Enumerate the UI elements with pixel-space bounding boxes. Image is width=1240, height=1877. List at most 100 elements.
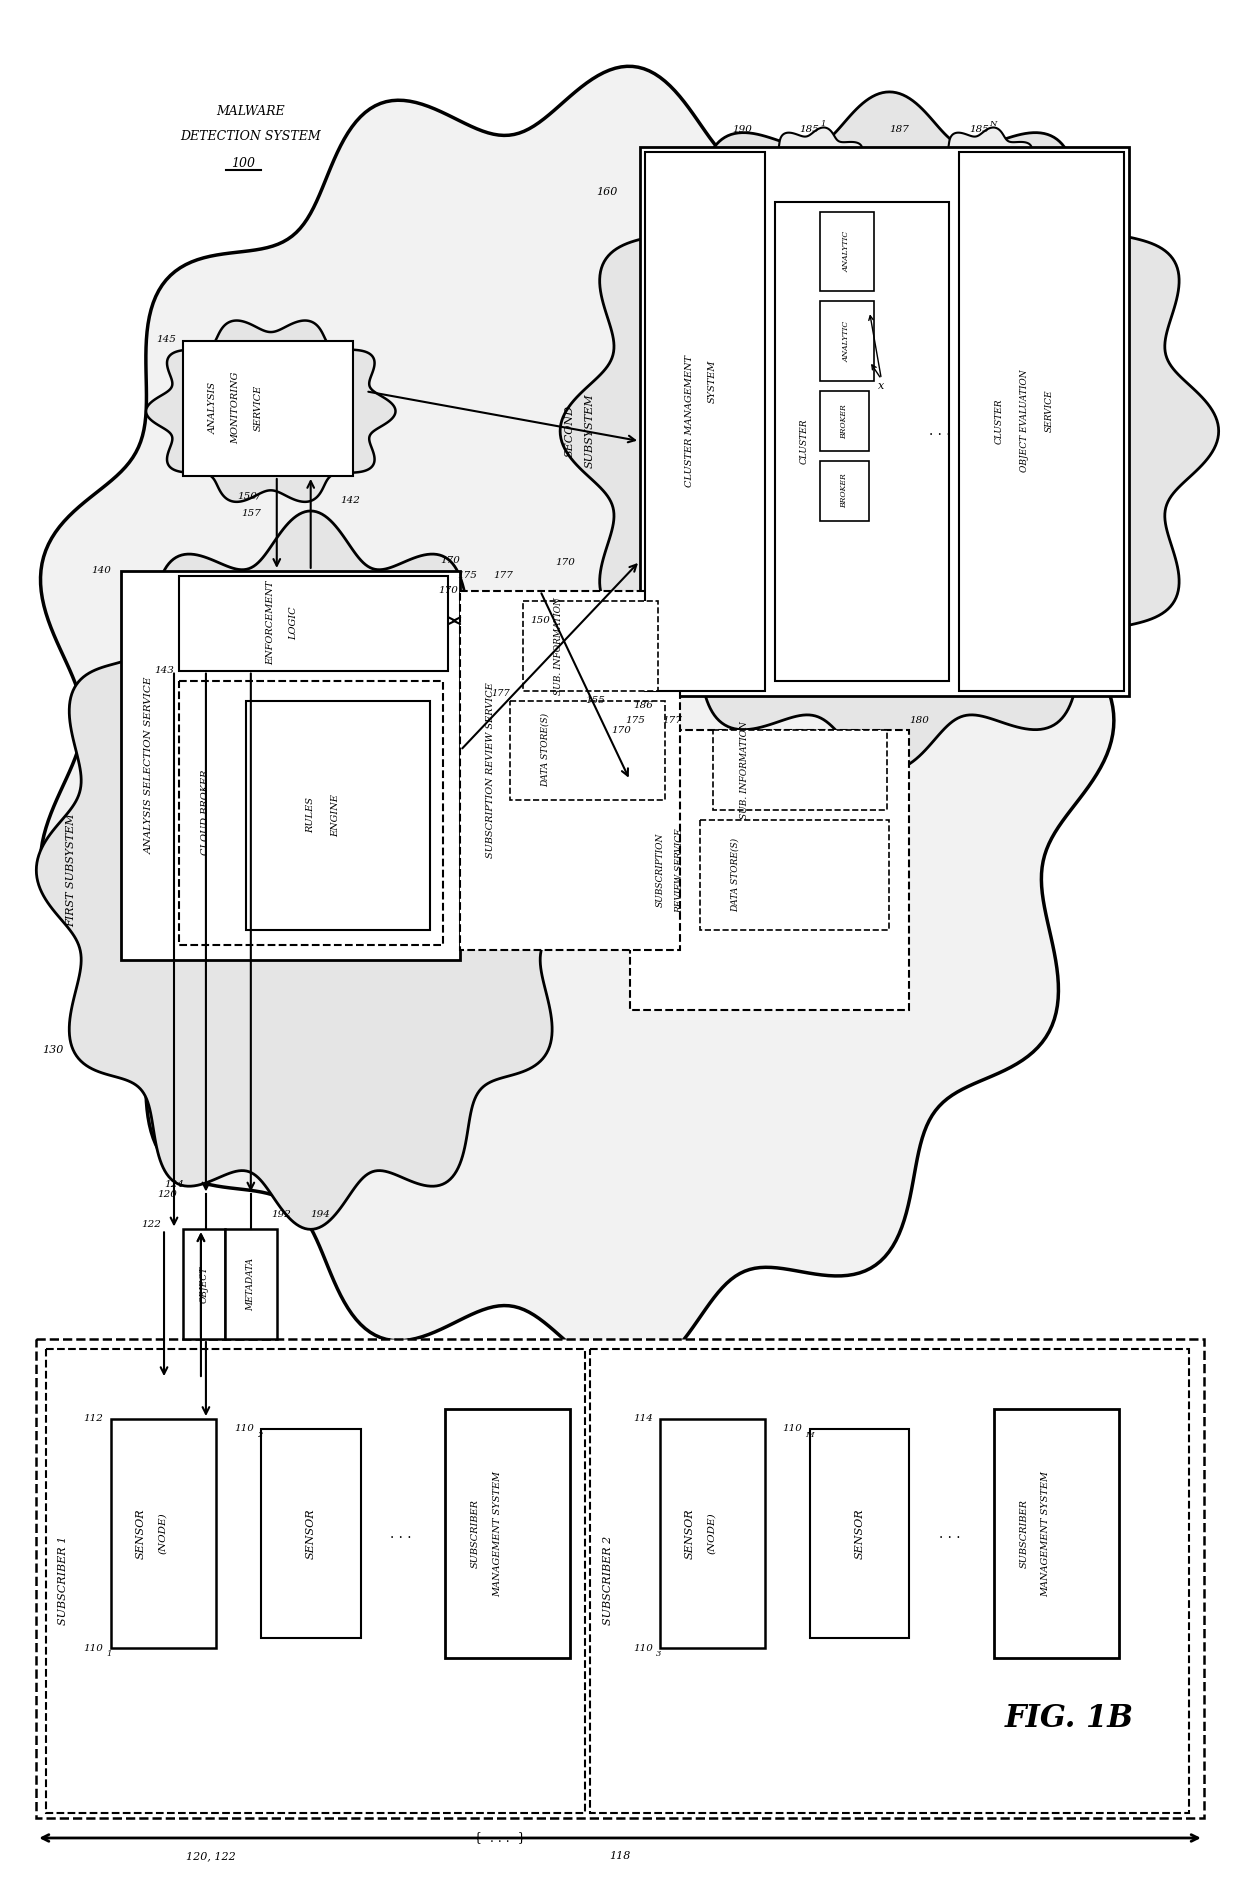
Text: . . .: . . . — [929, 424, 950, 437]
Text: 140: 140 — [92, 567, 112, 576]
Text: METADATA: METADATA — [247, 1258, 255, 1310]
Text: SUBSCRIPTION REVIEW SERVICE: SUBSCRIPTION REVIEW SERVICE — [486, 683, 495, 858]
Text: ENGINE: ENGINE — [331, 794, 340, 837]
Bar — [510, 700, 665, 800]
Text: 120, 122: 120, 122 — [186, 1851, 236, 1860]
Text: 170: 170 — [440, 556, 460, 565]
Text: 142: 142 — [341, 497, 361, 505]
Bar — [630, 730, 909, 1010]
Text: 185: 185 — [800, 126, 820, 135]
Text: 155: 155 — [585, 696, 605, 706]
Text: DETECTION SYSTEM: DETECTION SYSTEM — [181, 130, 321, 143]
Bar — [184, 342, 352, 477]
Text: MALWARE: MALWARE — [217, 105, 285, 118]
Polygon shape — [41, 66, 1114, 1374]
Text: FIRST SUBSYSTEM: FIRST SUBSYSTEM — [66, 813, 76, 927]
Text: SUB. INFORMATION: SUB. INFORMATION — [553, 597, 563, 694]
Text: 124: 124 — [164, 1181, 184, 1188]
Text: 1: 1 — [107, 1650, 112, 1659]
Text: DATA STORE(S): DATA STORE(S) — [730, 837, 739, 912]
Text: 110: 110 — [83, 1644, 103, 1654]
Text: DATA STORE(S): DATA STORE(S) — [541, 713, 549, 788]
Text: ENFORCEMENT: ENFORCEMENT — [267, 580, 275, 664]
Bar — [820, 302, 874, 381]
Bar — [445, 1410, 570, 1659]
Text: SUB. INFORMATION: SUB. INFORMATION — [740, 721, 749, 820]
Text: 130: 130 — [42, 1045, 64, 1055]
Bar — [260, 1428, 361, 1639]
Text: RULES: RULES — [306, 798, 315, 833]
Text: 143: 143 — [154, 666, 174, 676]
Text: OBJECT: OBJECT — [200, 1265, 208, 1303]
Text: FIG. 1B: FIG. 1B — [1004, 1702, 1133, 1734]
Text: SUBSYSTEM: SUBSYSTEM — [585, 394, 595, 469]
Text: . . .: . . . — [939, 1526, 960, 1541]
Text: SECOND: SECOND — [565, 405, 575, 458]
Polygon shape — [758, 128, 874, 225]
Text: 122: 122 — [141, 1220, 161, 1229]
Text: MONITORING: MONITORING — [232, 372, 241, 445]
Text: 170: 170 — [556, 557, 575, 567]
Bar — [820, 212, 874, 291]
Bar — [640, 146, 1128, 696]
Bar — [184, 1229, 224, 1338]
Text: LOGIC: LOGIC — [289, 606, 299, 640]
Text: 185: 185 — [970, 126, 990, 135]
Bar — [179, 576, 449, 670]
Text: SENSOR: SENSOR — [854, 1509, 864, 1560]
Text: CLUSTER MANAGEMENT: CLUSTER MANAGEMENT — [686, 355, 694, 488]
Text: x: x — [878, 381, 884, 390]
Text: SUBSCRIBER: SUBSCRIBER — [1019, 1500, 1029, 1567]
Polygon shape — [560, 92, 1219, 770]
Text: 150/: 150/ — [237, 492, 260, 501]
Bar — [460, 591, 680, 950]
Text: 3: 3 — [656, 1650, 662, 1659]
Bar — [775, 201, 950, 681]
Text: SENSOR: SENSOR — [136, 1509, 146, 1560]
Text: 157: 157 — [241, 509, 260, 518]
Text: SUBSCRIBER 2: SUBSCRIBER 2 — [603, 1535, 613, 1625]
Text: 170: 170 — [611, 726, 631, 736]
Text: 190: 190 — [732, 126, 751, 135]
Text: 177: 177 — [491, 689, 510, 698]
Text: CLUSTER: CLUSTER — [800, 419, 808, 464]
Text: ANALYTIC: ANALYTIC — [842, 231, 851, 272]
Text: 160: 160 — [596, 186, 618, 197]
Polygon shape — [928, 128, 1044, 225]
Bar — [590, 1350, 1189, 1813]
Text: . . .: . . . — [389, 1526, 412, 1541]
Bar — [699, 820, 889, 929]
Text: 2: 2 — [257, 1430, 263, 1440]
Bar — [660, 1419, 765, 1648]
Text: SERVICE: SERVICE — [253, 385, 263, 432]
Text: 145: 145 — [156, 334, 176, 343]
Text: BROKER: BROKER — [841, 473, 848, 509]
Bar — [713, 730, 888, 811]
Bar — [122, 571, 460, 959]
Text: 120: 120 — [157, 1190, 177, 1199]
Text: 177: 177 — [662, 715, 682, 725]
Text: ANALYTIC: ANALYTIC — [842, 321, 851, 362]
Text: OBJECT EVALUATION: OBJECT EVALUATION — [1019, 370, 1029, 473]
Text: 186: 186 — [632, 700, 653, 710]
Bar — [960, 152, 1123, 691]
Text: 110: 110 — [782, 1425, 802, 1434]
Text: 110: 110 — [632, 1644, 653, 1654]
Text: 175: 175 — [458, 571, 477, 580]
Text: BROKER: BROKER — [841, 404, 848, 439]
Polygon shape — [36, 511, 585, 1229]
Text: SENSOR: SENSOR — [684, 1509, 694, 1560]
Text: ANALYSIS: ANALYSIS — [208, 383, 217, 434]
Bar — [820, 462, 869, 522]
Text: 194: 194 — [311, 1211, 331, 1218]
Text: SENSOR: SENSOR — [306, 1509, 316, 1560]
Bar — [246, 700, 430, 929]
Text: SYSTEM: SYSTEM — [707, 360, 717, 404]
Text: 187: 187 — [889, 126, 909, 135]
Text: (NODE): (NODE) — [159, 1513, 167, 1554]
Text: 177: 177 — [494, 571, 513, 580]
Bar — [810, 1428, 909, 1639]
Text: SUBSCRIBER: SUBSCRIBER — [471, 1500, 480, 1567]
Text: 112: 112 — [83, 1415, 103, 1423]
Text: 110: 110 — [234, 1425, 254, 1434]
